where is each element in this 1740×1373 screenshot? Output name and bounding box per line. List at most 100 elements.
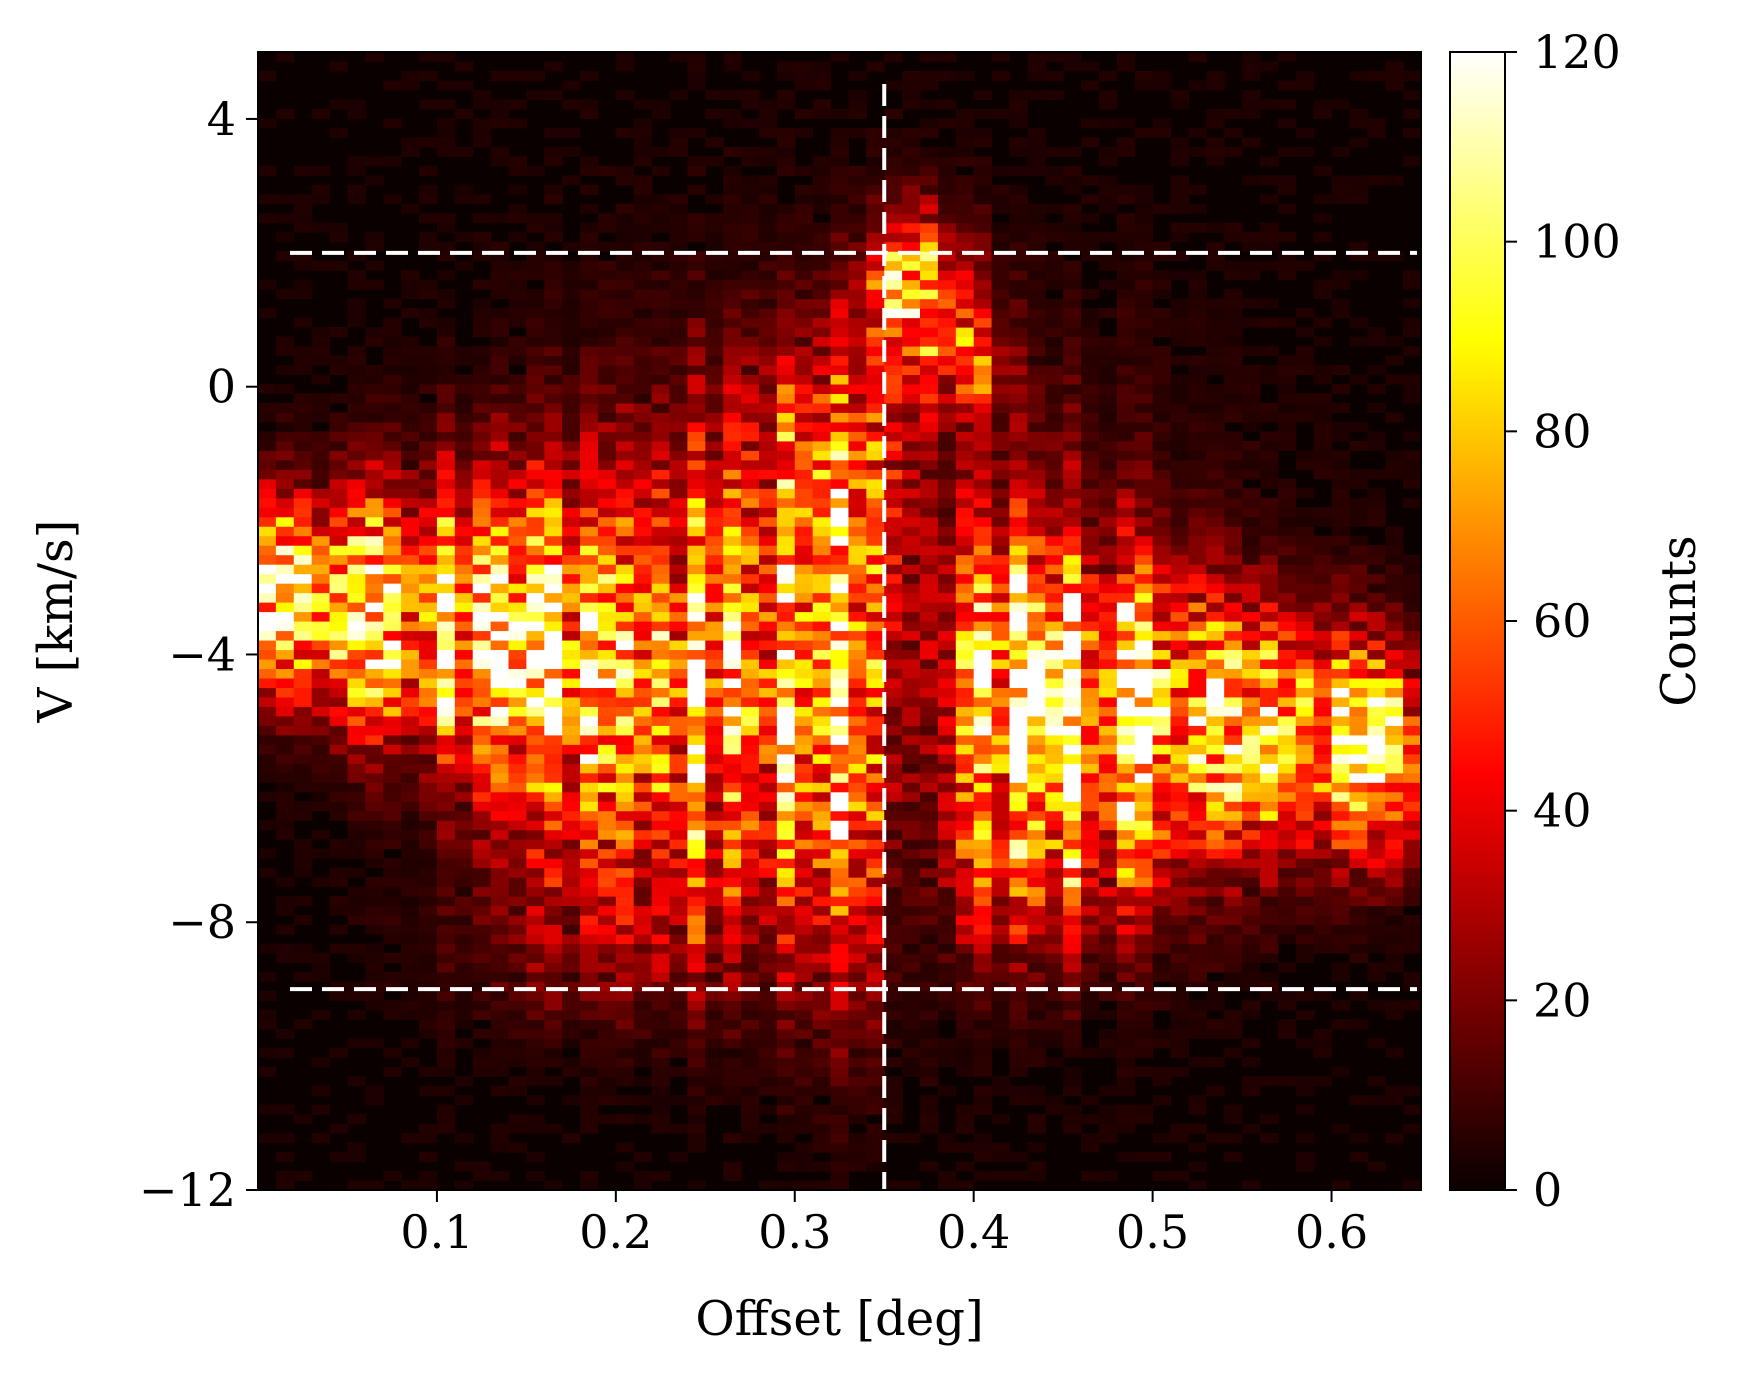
heatmap-cell [1170, 696, 1189, 707]
heatmap-cell [419, 962, 438, 973]
heatmap-cell [1045, 383, 1064, 394]
heatmap-cell [1045, 611, 1064, 622]
heatmap-cell [580, 1057, 599, 1068]
heatmap-cell [1045, 782, 1064, 793]
heatmap-cell [490, 1047, 510, 1058]
heatmap-cell [490, 981, 510, 992]
heatmap-cell [615, 962, 635, 973]
heatmap-cell [329, 99, 349, 110]
heatmap-cell [866, 345, 885, 357]
heatmap-cell [1152, 1133, 1172, 1144]
heatmap-cell [1081, 782, 1100, 793]
heatmap-cell [329, 564, 349, 575]
heatmap-cell [687, 791, 706, 802]
heatmap-cell [902, 526, 921, 537]
heatmap-cell [937, 156, 957, 167]
heatmap-cell [508, 725, 527, 736]
heatmap-cell [347, 782, 366, 793]
heatmap-cell [669, 535, 689, 546]
heatmap-cell [669, 611, 689, 622]
heatmap-cell [884, 232, 903, 243]
heatmap-cell [723, 118, 742, 129]
heatmap-cell [329, 573, 349, 584]
heatmap-cell [937, 924, 957, 935]
heatmap-cell [884, 175, 903, 186]
heatmap-cell [580, 459, 599, 470]
heatmap-cell [365, 952, 384, 963]
heatmap-cell [920, 440, 939, 451]
heatmap-cell [723, 668, 742, 679]
heatmap-cell [884, 1038, 903, 1049]
heatmap-cell [419, 649, 438, 660]
heatmap-cell [937, 146, 957, 157]
heatmap-cell [794, 905, 814, 916]
heatmap-cell [562, 383, 581, 394]
heatmap-cell [991, 639, 1011, 651]
heatmap-cell [687, 877, 706, 888]
heatmap-cell [741, 1104, 760, 1115]
heatmap-cell [347, 943, 366, 954]
heatmap-cell [633, 715, 653, 726]
heatmap-cell [1063, 345, 1082, 357]
heatmap-cell [1045, 469, 1064, 480]
heatmap-cell [508, 1028, 527, 1039]
heatmap-cell [776, 649, 796, 660]
heatmap-cell [866, 469, 885, 480]
heatmap-cell [365, 431, 384, 442]
heatmap-cell [848, 336, 867, 347]
heatmap-cell [669, 706, 689, 717]
heatmap-cell [723, 962, 742, 973]
heatmap-cell [848, 820, 867, 831]
heatmap-cell [526, 459, 545, 470]
heatmap-cell [973, 990, 993, 1001]
heatmap-cell [1152, 914, 1172, 926]
heatmap-cell [490, 772, 510, 783]
heatmap-cell [776, 459, 796, 470]
heatmap-cell [776, 1133, 796, 1144]
heatmap-cell [902, 450, 921, 461]
heatmap-cell [293, 260, 313, 271]
heatmap-cell [669, 848, 689, 859]
heatmap-cell [401, 914, 420, 926]
heatmap-cell [758, 450, 778, 461]
heatmap-cell [687, 981, 706, 992]
heatmap-cell [651, 696, 671, 707]
heatmap-cell [401, 877, 420, 888]
heatmap-cell [365, 364, 384, 376]
heatmap-cell [794, 469, 814, 480]
heatmap-cell [615, 725, 635, 736]
heatmap-cell [383, 801, 402, 812]
heatmap-cell [454, 877, 474, 888]
heatmap-cell [454, 772, 474, 783]
heatmap-cell [365, 990, 384, 1001]
heatmap-cell [562, 127, 581, 138]
heatmap-cell [293, 554, 313, 565]
heatmap-cell [848, 1066, 867, 1077]
heatmap-cell [1045, 526, 1064, 537]
heatmap-cell [1152, 80, 1172, 91]
heatmap-cell [758, 118, 778, 129]
heatmap-cell [902, 421, 921, 432]
heatmap-cell [508, 1142, 527, 1153]
heatmap-cell [651, 327, 671, 338]
heatmap-cell [848, 1028, 867, 1039]
heatmap-cell [615, 165, 635, 176]
heatmap-cell [830, 308, 850, 319]
heatmap-cell [812, 364, 832, 376]
heatmap-cell [347, 497, 366, 508]
heatmap-cell [454, 478, 474, 489]
heatmap-cell [311, 734, 331, 745]
heatmap-cell [562, 1066, 581, 1077]
heatmap-cell [383, 478, 402, 489]
heatmap-cell [1063, 602, 1082, 613]
heatmap-cell [490, 488, 510, 499]
heatmap-cell [1027, 89, 1046, 101]
heatmap-cell [419, 1171, 438, 1182]
heatmap-cell [1134, 763, 1154, 774]
heatmap-cell [293, 431, 313, 442]
heatmap-cell [293, 469, 313, 480]
heatmap-cell [293, 734, 313, 745]
heatmap-cell [794, 450, 814, 461]
heatmap-cell [544, 801, 563, 812]
heatmap-cell [508, 317, 527, 328]
